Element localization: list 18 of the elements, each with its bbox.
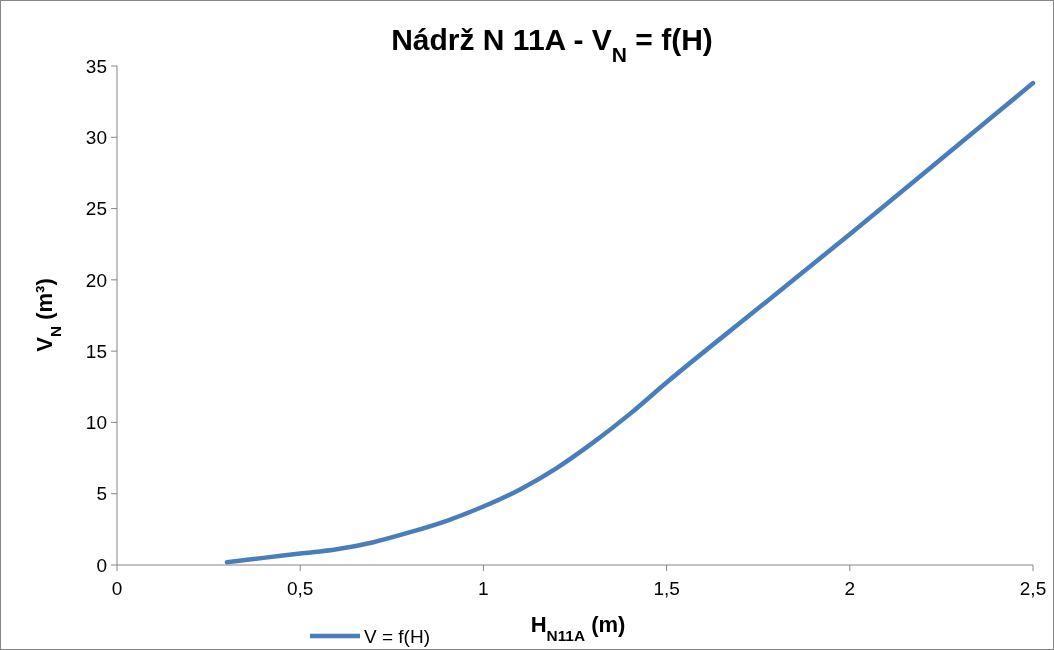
x-tick-label: 1 <box>478 578 489 599</box>
y-tick-label: 15 <box>85 340 107 362</box>
x-tick-label: 2 <box>844 578 856 599</box>
line-series <box>224 80 1036 565</box>
x-tick-label: 1,5 <box>653 578 680 599</box>
chart-title: Nádrž N 11A - V$_{N}$ = f(H) <box>391 23 713 66</box>
y-tick-label: 5 <box>96 483 107 505</box>
legend-label: V = f(H) <box>364 625 430 647</box>
y-tick-label: 30 <box>85 126 107 148</box>
y-tick-label: 20 <box>85 269 107 291</box>
x-axis-title: H$_{N11A}$ (m) <box>530 612 626 644</box>
x-tick-label: 0,5 <box>286 578 314 599</box>
x-tick-label: 2,5 <box>1019 578 1047 599</box>
y-tick-label: 25 <box>85 198 107 220</box>
x-tick-label: 0 <box>111 578 123 599</box>
y-tick-label: 10 <box>85 412 107 434</box>
y-tick-label: 35 <box>85 55 107 77</box>
y-tick-label: 0 <box>96 554 107 576</box>
